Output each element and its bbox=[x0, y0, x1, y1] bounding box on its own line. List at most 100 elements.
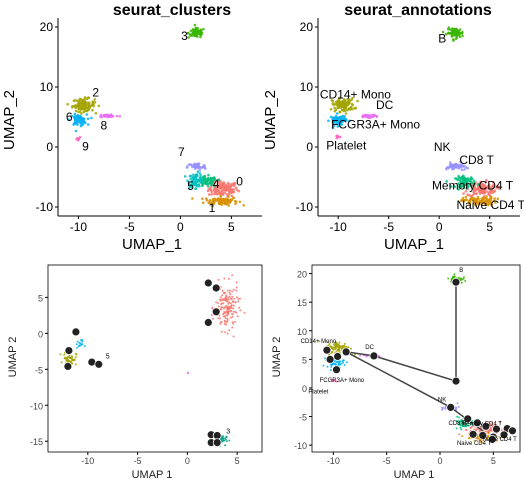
data-point bbox=[185, 166, 189, 169]
data-point bbox=[354, 353, 356, 356]
x-tick-label: -5 bbox=[124, 220, 135, 234]
trajectory-node bbox=[211, 283, 221, 293]
data-point bbox=[478, 429, 481, 432]
data-point bbox=[213, 188, 217, 191]
data-point bbox=[76, 110, 80, 114]
data-point bbox=[361, 114, 365, 117]
data-point bbox=[232, 288, 235, 291]
data-point bbox=[221, 439, 224, 442]
data-point bbox=[59, 353, 62, 356]
data-point bbox=[450, 278, 453, 281]
data-point bbox=[198, 168, 202, 172]
data-point bbox=[344, 112, 348, 115]
data-point bbox=[189, 185, 193, 189]
y-tick-label: -10 bbox=[294, 441, 307, 451]
x-tick-label: 0 bbox=[437, 456, 442, 466]
data-point bbox=[492, 183, 495, 187]
data-point bbox=[457, 182, 460, 185]
data-point bbox=[332, 343, 335, 346]
data-point bbox=[460, 168, 464, 172]
data-point bbox=[476, 195, 480, 199]
data-point bbox=[487, 191, 491, 194]
data-point bbox=[228, 439, 231, 442]
data-point bbox=[199, 35, 202, 39]
data-point bbox=[223, 277, 226, 280]
data-point bbox=[229, 305, 232, 308]
data-point bbox=[210, 190, 214, 194]
data-point bbox=[335, 350, 338, 353]
data-point bbox=[459, 426, 462, 429]
cluster-points bbox=[361, 113, 379, 120]
y-tick-label: -10 bbox=[296, 200, 314, 214]
data-point bbox=[449, 164, 452, 167]
data-point bbox=[217, 186, 221, 189]
data-point bbox=[460, 181, 464, 184]
data-point bbox=[231, 290, 234, 293]
data-point bbox=[202, 27, 205, 31]
data-point bbox=[455, 420, 458, 422]
data-point bbox=[189, 29, 193, 33]
data-point bbox=[70, 356, 73, 359]
data-point bbox=[480, 203, 483, 206]
trajectory-node bbox=[211, 307, 221, 317]
data-point bbox=[489, 198, 493, 201]
data-point bbox=[463, 276, 465, 279]
data-point bbox=[186, 179, 189, 182]
data-point bbox=[458, 277, 461, 280]
data-point bbox=[190, 163, 193, 167]
data-point bbox=[77, 115, 80, 118]
data-point bbox=[226, 307, 229, 310]
data-point bbox=[83, 99, 87, 103]
data-point bbox=[334, 115, 338, 118]
x-tick-label: 0 bbox=[185, 456, 190, 466]
data-point bbox=[479, 190, 482, 193]
data-point bbox=[208, 199, 212, 202]
cluster-label: Platelet bbox=[326, 138, 367, 152]
data-point bbox=[472, 187, 475, 190]
y-tick-label: 20 bbox=[300, 20, 314, 34]
data-point bbox=[331, 126, 335, 130]
data-point bbox=[230, 304, 233, 306]
data-point bbox=[444, 32, 448, 36]
data-point bbox=[207, 173, 210, 177]
data-point bbox=[227, 184, 230, 188]
trajectory-node bbox=[212, 438, 222, 448]
data-point bbox=[219, 321, 222, 323]
cluster-points bbox=[445, 174, 480, 191]
data-point bbox=[234, 320, 237, 323]
cluster-points bbox=[185, 162, 207, 172]
data-point bbox=[213, 190, 217, 194]
data-point bbox=[226, 300, 229, 303]
data-point bbox=[225, 310, 228, 313]
data-point bbox=[451, 38, 455, 41]
data-point bbox=[462, 183, 466, 187]
data-point bbox=[221, 184, 224, 187]
x-tick-label: -5 bbox=[383, 220, 394, 234]
cluster-points bbox=[206, 178, 241, 201]
trajectory-node bbox=[463, 414, 473, 424]
data-point bbox=[73, 104, 76, 108]
data-point bbox=[195, 30, 198, 34]
data-point bbox=[336, 135, 340, 139]
data-point bbox=[231, 296, 234, 298]
data-point bbox=[229, 302, 232, 305]
cluster-points bbox=[459, 195, 500, 208]
data-point bbox=[487, 198, 491, 202]
trajectory-node bbox=[203, 318, 213, 327]
data-point bbox=[224, 317, 227, 319]
data-point bbox=[342, 346, 344, 349]
data-point bbox=[350, 347, 352, 350]
data-point bbox=[76, 346, 79, 349]
cluster-label: 1 bbox=[209, 201, 216, 215]
data-point bbox=[459, 199, 463, 202]
data-point bbox=[226, 318, 229, 321]
data-point bbox=[221, 297, 224, 300]
data-point bbox=[198, 185, 201, 188]
data-point bbox=[78, 344, 81, 347]
data-point bbox=[197, 32, 201, 35]
data-point bbox=[499, 421, 502, 424]
data-point bbox=[187, 163, 191, 166]
data-point bbox=[335, 112, 339, 115]
data-point bbox=[347, 98, 351, 101]
data-point bbox=[191, 176, 195, 179]
